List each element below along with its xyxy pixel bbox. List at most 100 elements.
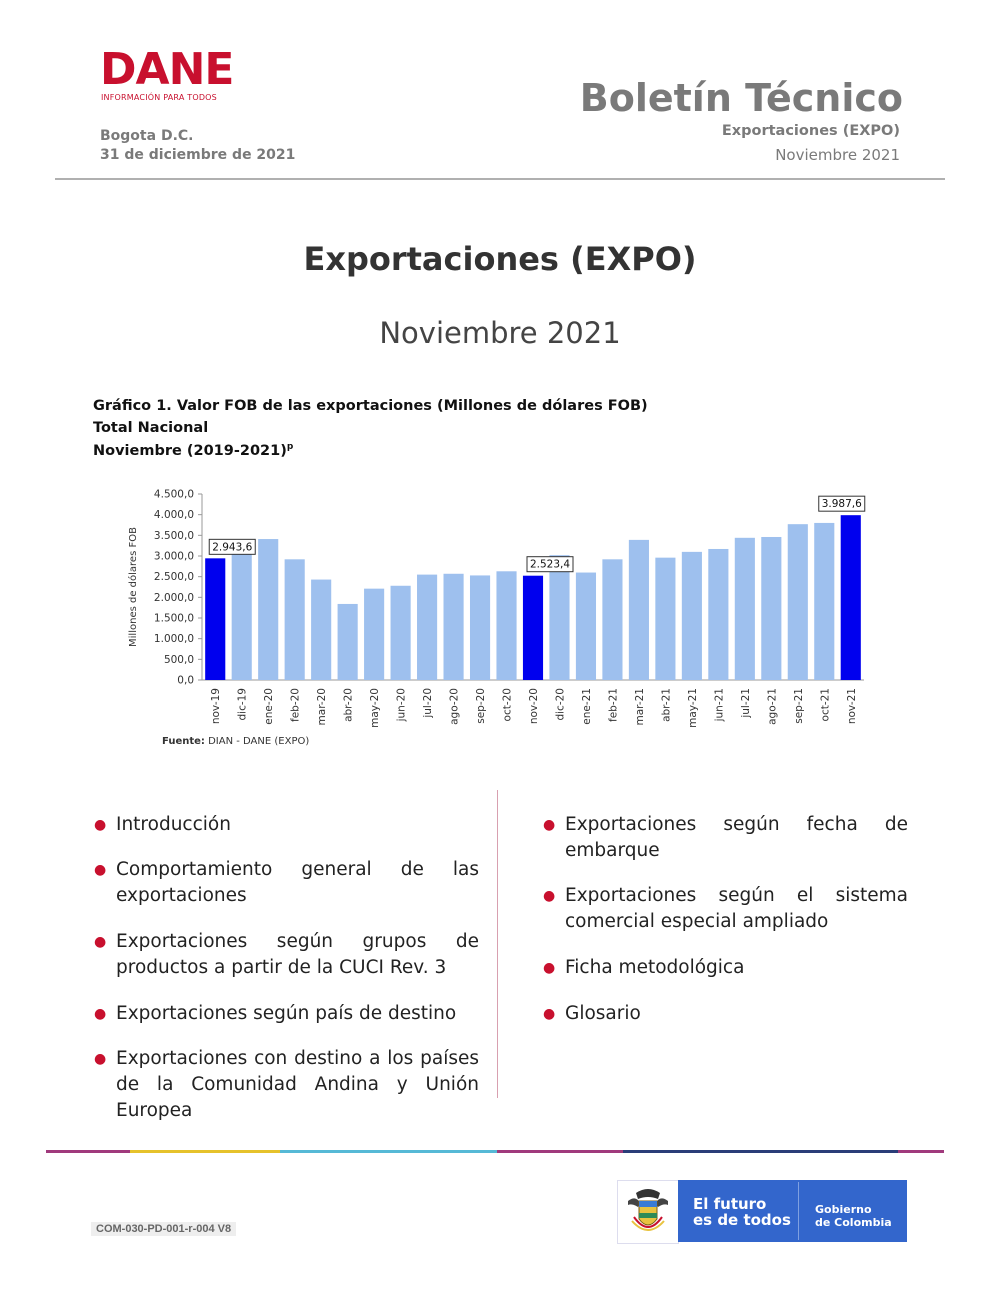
x-tick-label: abr-21 — [660, 688, 672, 722]
y-tick-label: 500,0 — [164, 654, 194, 666]
bar-may-20 — [364, 588, 385, 680]
bar-ago-21 — [761, 536, 782, 680]
bar-ago-20 — [443, 573, 464, 680]
contents-divider — [497, 790, 498, 1098]
bar-sep-21 — [787, 524, 808, 680]
contents-item: ● Introducción — [94, 812, 479, 838]
x-tick-label: jul-21 — [740, 688, 752, 719]
chart-caption-period-text: Noviembre (2019-2021) — [93, 442, 287, 459]
source-text: DIAN - DANE (EXPO) — [204, 736, 310, 747]
exports-bar-chart: 0,0 500,0 1.000,0 1.500,0 2.000,0 2.500,0 3.00… — [127, 489, 866, 728]
x-tick-label: abr-20 — [343, 688, 355, 722]
bar-dic-19 — [231, 551, 252, 680]
data-label-nov-19: 2.943,6 — [212, 541, 252, 553]
x-tick-label: ago-20 — [449, 688, 461, 725]
x-tick-label: mar-20 — [316, 688, 328, 725]
bar-ene-20 — [258, 539, 279, 680]
y-axis-title: Millones de dólares FOB — [127, 527, 139, 647]
x-tick-label: may-20 — [369, 688, 381, 728]
bar-sep-20 — [469, 575, 491, 680]
bar-nov-20 — [522, 575, 544, 680]
page-period: Noviembre 2021 — [379, 316, 621, 350]
city-label: Bogota D.C. — [100, 128, 194, 144]
bullet-icon: ● — [543, 1006, 556, 1022]
footer-color-segment — [623, 1150, 898, 1153]
contents-item: ● Exportaciones según país de destino — [94, 1001, 479, 1027]
bullet-icon: ● — [94, 862, 107, 878]
bulletin-subject: Exportaciones (EXPO) — [721, 123, 900, 139]
government-brand-separator — [798, 1182, 799, 1240]
y-tick-label: 4.000,0 — [154, 509, 194, 521]
bullet-icon: ● — [94, 817, 107, 833]
contents-item-text: Exportaciones según país de destino — [116, 1003, 457, 1024]
bar-abr-21 — [655, 557, 676, 680]
data-label-box — [818, 495, 866, 512]
gov-name-line-1: Gobierno — [815, 1203, 872, 1216]
x-tick-label: ene-21 — [581, 688, 593, 725]
bars — [205, 515, 861, 680]
data-label-box — [208, 538, 256, 555]
y-tick-label: 3.500,0 — [154, 530, 194, 542]
bar-abr-20 — [337, 603, 358, 680]
bar-may-21 — [681, 551, 702, 680]
x-tick-label: sep-20 — [475, 688, 487, 724]
x-tick-label: feb-21 — [607, 688, 619, 722]
bullet-icon: ● — [94, 1006, 107, 1022]
data-label-nov-20: 2.523,4 — [530, 559, 570, 571]
bar-oct-21 — [814, 522, 835, 680]
contents-item-text: Exportaciones según grupos de productos … — [116, 931, 479, 978]
x-axis-labels: nov-19 dic-19 ene-20 feb-20 mar-20 abr-20 may-… — [210, 688, 858, 728]
government-brand-box — [678, 1180, 907, 1242]
x-tick-label: oct-20 — [502, 688, 514, 721]
x-tick-label: oct-21 — [819, 688, 831, 721]
bar-nov-21 — [840, 515, 861, 680]
publication-date: 31 de diciembre de 2021 — [100, 147, 296, 163]
x-tick-label: sep-21 — [793, 688, 805, 724]
bullet-icon: ● — [543, 817, 556, 833]
bulletin-title: Boletín Técnico — [579, 76, 903, 120]
y-tick-label: 2.000,0 — [154, 592, 194, 604]
contents-item-text: Introducción — [116, 814, 231, 835]
page-title: Exportaciones (EXPO) — [303, 240, 697, 278]
bar-nov-19 — [205, 558, 226, 680]
data-label-box — [526, 556, 574, 573]
slogan-line-1: El futuro — [693, 1195, 767, 1213]
footer-color-segment — [497, 1150, 623, 1153]
contents-item: ● Exportaciones según el sistema comercia… — [543, 883, 908, 935]
x-tick-label: nov-21 — [846, 688, 858, 724]
bar-feb-20 — [284, 559, 305, 680]
x-tick-label: ene-20 — [263, 688, 275, 725]
bullet-icon: ● — [543, 888, 556, 904]
chart-source: Fuente: DIAN - DANE (EXPO) — [162, 736, 309, 747]
footer-color-segment — [46, 1150, 130, 1153]
bar-oct-20 — [496, 571, 517, 680]
x-tick-label: mar-21 — [634, 688, 646, 725]
bulletin-period: Noviembre 2021 — [775, 146, 900, 164]
bar-jul-20 — [417, 574, 438, 680]
data-label-nov-21: 3.987,6 — [822, 498, 862, 510]
contents-item-text: Glosario — [565, 1003, 641, 1024]
data-labels: 2.943,6 2.523,4 3.987,6 — [208, 495, 866, 573]
bar-jun-21 — [708, 548, 729, 680]
contents-item: ● Glosario — [543, 1001, 908, 1027]
contents-item-text: Exportaciones con destino a los países d… — [116, 1048, 479, 1121]
contents-item: ● Comportamiento general de las exportaci… — [94, 857, 479, 909]
y-tick-label: 3.000,0 — [154, 551, 194, 563]
bar-mar-21 — [628, 539, 649, 680]
contents-item-text: Exportaciones según fecha de embarque — [565, 814, 908, 861]
y-tick-label: 0,0 — [177, 675, 194, 687]
bullet-icon: ● — [543, 960, 556, 976]
contents-item-text: Ficha metodológica — [565, 957, 745, 978]
bullet-icon: ● — [94, 1051, 107, 1067]
x-tick-label: nov-19 — [210, 688, 222, 724]
bar-mar-20 — [311, 579, 332, 680]
y-tick-label: 1.500,0 — [154, 613, 194, 625]
slogan-line-2: es de todos — [693, 1211, 791, 1229]
x-tick-label: jun-21 — [713, 688, 725, 722]
y-tick-label: 1.000,0 — [154, 633, 194, 645]
y-tick-label: 4.500,0 — [154, 489, 194, 501]
colombia-coat-of-arms-icon — [617, 1180, 679, 1244]
contents-item: ● Exportaciones según fecha de embarque — [543, 812, 908, 864]
chart-caption-provisional-mark: p — [286, 442, 294, 452]
bar-jul-21 — [734, 537, 755, 680]
